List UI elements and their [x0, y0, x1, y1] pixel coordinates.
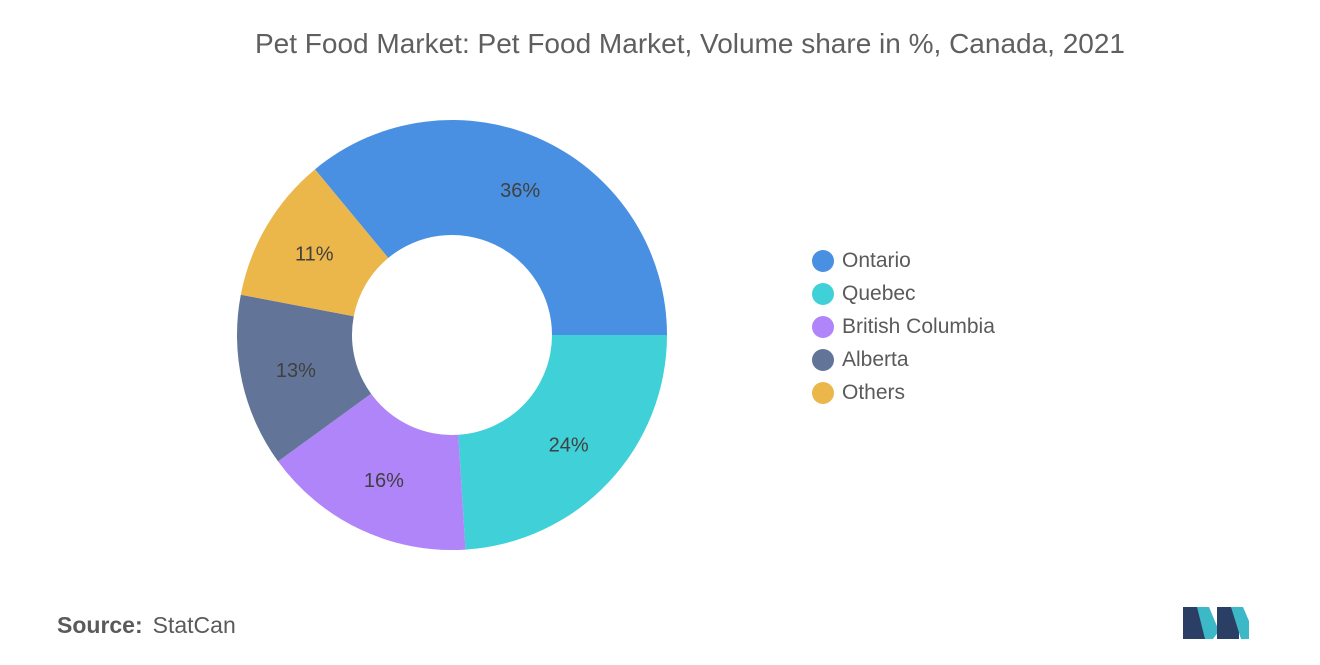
legend-item: Quebec: [812, 277, 995, 310]
legend-label: British Columbia: [842, 314, 995, 338]
slice-value-label: 16%: [364, 470, 404, 492]
source-note: Source: StatCan: [57, 612, 236, 639]
legend-swatch: [812, 249, 834, 272]
source-label: Source:: [57, 612, 143, 638]
legend-label: Ontario: [842, 248, 911, 272]
slice-value-label: 24%: [549, 435, 589, 457]
donut-slice-quebec: [458, 335, 667, 550]
legend-item: Alberta: [812, 343, 995, 376]
legend-item: Others: [812, 376, 995, 409]
legend-label: Alberta: [842, 347, 909, 371]
donut-slice-british-columbia: [278, 393, 466, 550]
donut-slice-others: [240, 169, 389, 317]
legend-item: Ontario: [812, 244, 995, 277]
source-value: StatCan: [152, 612, 236, 638]
legend-swatch: [812, 282, 834, 305]
legend-label: Others: [842, 380, 906, 404]
chart-title: Pet Food Market: Pet Food Market, Volume…: [254, 28, 1126, 59]
slice-value-label: 11%: [295, 244, 334, 266]
chart-legend: Ontario Quebec British Columbia Alberta Othe…: [812, 244, 995, 409]
legend-label: Quebec: [842, 281, 916, 305]
legend-swatch: [812, 315, 834, 338]
mordor-intelligence-logo-icon: [1183, 607, 1249, 639]
donut-slice-ontario: [314, 119, 667, 335]
slice-value-label: 13%: [276, 360, 316, 382]
slice-value-label: 36%: [500, 180, 540, 202]
legend-swatch: [812, 381, 834, 404]
donut-slice-alberta: [237, 294, 372, 462]
legend-swatch: [812, 348, 834, 371]
legend-item: British Columbia: [812, 310, 995, 343]
